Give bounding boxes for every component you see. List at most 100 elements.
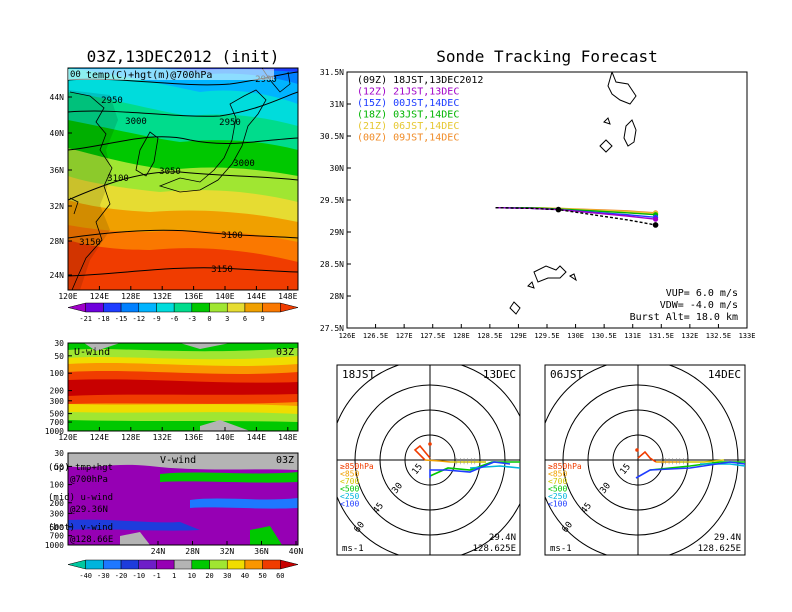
lon-tick-label: 136E bbox=[184, 292, 203, 301]
lat-tick-label: 29N bbox=[330, 228, 345, 237]
level-entry: ≥850hPa bbox=[548, 462, 582, 471]
track-legend: (09Z) 18JST,13DEC2012(12Z) 21JST,13DEC(1… bbox=[357, 75, 483, 144]
lon-tick-label: 132.5E bbox=[706, 332, 731, 340]
colorbar-swatch bbox=[85, 302, 104, 313]
pressure-tick-label: 50 bbox=[54, 352, 64, 361]
hodo-right-lat: 29.4N bbox=[714, 533, 741, 543]
pressure-tick-label: 500 bbox=[50, 410, 65, 419]
legend-entry: (09Z) 18JST,13DEC2012 bbox=[357, 75, 483, 86]
lon-tick-label: 140E bbox=[215, 292, 234, 301]
colorbar-label: 40 bbox=[241, 572, 249, 580]
lon-tick-label: 130.5E bbox=[591, 332, 616, 340]
track-islands bbox=[509, 72, 637, 315]
u-wind-title: U-wind bbox=[74, 347, 110, 358]
colorbar-swatch bbox=[156, 559, 175, 570]
track-line-1 bbox=[495, 206, 656, 220]
hodo-left-time: 18JST bbox=[342, 368, 375, 381]
lat-tick-label: 32N bbox=[220, 547, 235, 556]
legend-entry: (00Z) 09JST,14DEC bbox=[357, 133, 459, 144]
lat-tick-label: 44N bbox=[50, 93, 65, 102]
panel-notes: (up) tmp+hgt @700hPa (mid) u-wind @29.36… bbox=[48, 463, 113, 545]
v-wind-frame bbox=[67, 452, 299, 546]
colorbar-label: 0 bbox=[207, 315, 211, 323]
lon-tick-label: 127.5E bbox=[420, 332, 445, 340]
u-wind-field bbox=[68, 343, 298, 431]
hodograph-left: |||||| 18JST 13DEC 15 30 45 60 ≥850hPa<8… bbox=[336, 364, 521, 556]
colorbar-label: -9 bbox=[152, 315, 160, 323]
lat-tick-label: 28.5N bbox=[320, 260, 344, 269]
map-title: 03Z,13DEC2012 (init) bbox=[87, 47, 280, 66]
lon-tick-label: 140E bbox=[215, 433, 234, 442]
lon-tick-label: 128E bbox=[121, 292, 140, 301]
pressure-tick-label: 50 bbox=[54, 462, 64, 471]
pressure-tick-label: 1000 bbox=[45, 541, 64, 550]
lon-tick-label: 148E bbox=[278, 292, 297, 301]
lon-tick-label: 130E bbox=[567, 332, 584, 340]
colorbar-label: -18 bbox=[97, 315, 110, 323]
svg-text:||||||||: |||||||| bbox=[660, 458, 689, 465]
hodo-right-unit: ms-1 bbox=[550, 544, 572, 554]
hodo-right-lon: 128.625E bbox=[698, 544, 741, 554]
track-title: Sonde Tracking Forecast bbox=[436, 47, 658, 66]
wind-colorbar: -40 -30 -20 -10 -1 1 10 20 30 40 50 60 bbox=[67, 559, 299, 580]
hodo-right-trace: |||||||| bbox=[635, 448, 745, 479]
burst-point bbox=[555, 206, 562, 213]
pressure-tick-label: 100 bbox=[50, 481, 65, 490]
lat-tick-label: 31N bbox=[330, 100, 345, 109]
pressure-tick-label: 500 bbox=[50, 523, 65, 532]
lon-tick-label: 127E bbox=[396, 332, 413, 340]
contour-label: 3000 bbox=[125, 117, 147, 127]
colorbar-swatch bbox=[120, 559, 140, 570]
level-entry: <850 bbox=[340, 470, 359, 479]
pressure-tick-label: 700 bbox=[50, 418, 65, 427]
colorbar-label: 10 bbox=[188, 572, 196, 580]
lon-tick-label: 136E bbox=[184, 433, 203, 442]
v-wind-title: V-wind bbox=[160, 455, 196, 466]
note-line: @700hPa bbox=[70, 475, 108, 485]
hodo-level-legend: ≥850hPa<850<700<500<250<100 bbox=[340, 462, 374, 509]
colorbar-swatch bbox=[67, 302, 86, 313]
colorbar-label: -40 bbox=[79, 572, 92, 580]
lon-tick-label: 120E bbox=[58, 433, 77, 442]
lat-tick-label: 30.5N bbox=[320, 132, 344, 141]
lat-tick-label: 28N bbox=[330, 292, 345, 301]
colorbar-label: 6 bbox=[243, 315, 247, 323]
track-frame bbox=[346, 71, 748, 329]
lon-tick-label: 120E bbox=[58, 292, 77, 301]
burst-point bbox=[652, 222, 659, 228]
lon-tick-label: 124E bbox=[90, 433, 109, 442]
lat-tick-label: 29.5N bbox=[320, 196, 344, 205]
lon-tick-label: 128.5E bbox=[477, 332, 502, 340]
note-line: @29.36N bbox=[70, 505, 108, 515]
vdw-param: VDW= -4.0 m/s bbox=[660, 300, 738, 311]
lon-tick-label: 148E bbox=[278, 433, 297, 442]
colorbar-label: -3 bbox=[188, 315, 196, 323]
colorbar-swatch bbox=[67, 559, 86, 570]
contour-label: 3100 bbox=[221, 231, 243, 241]
colorbar-label: -12 bbox=[132, 315, 145, 323]
legend-entry: (21Z) 06JST,14DEC bbox=[357, 121, 459, 132]
level-entry: <500 bbox=[548, 485, 567, 494]
pressure-tick-label: 1000 bbox=[45, 427, 64, 436]
colorbar-swatch bbox=[209, 302, 228, 313]
hodo-left-lat: 29.4N bbox=[489, 533, 516, 543]
colorbar-swatch bbox=[262, 559, 281, 570]
u-lon-ticks: 120E 124E 128E 132E 136E 140E 144E 148E bbox=[58, 427, 298, 442]
lat-tick-label: 30N bbox=[330, 164, 345, 173]
colorbar-swatch bbox=[120, 302, 140, 313]
lon-tick-label: 124E bbox=[90, 292, 109, 301]
colorbar-label: -6 bbox=[170, 315, 178, 323]
colorbar-swatch bbox=[226, 302, 246, 313]
colorbar-label: 3 bbox=[225, 315, 229, 323]
contour-label: 2950 bbox=[101, 96, 123, 106]
lon-tick-label: 128E bbox=[453, 332, 470, 340]
contour-label: 3100 bbox=[107, 174, 129, 184]
colorbar-swatch bbox=[173, 559, 193, 570]
colorbar-swatch bbox=[280, 302, 299, 313]
contour-label: 3050 bbox=[159, 167, 181, 177]
burst-param: Burst Alt= 18.0 km bbox=[630, 312, 738, 323]
colorbar-swatch bbox=[262, 302, 281, 313]
contour-label: 3150 bbox=[79, 238, 101, 248]
